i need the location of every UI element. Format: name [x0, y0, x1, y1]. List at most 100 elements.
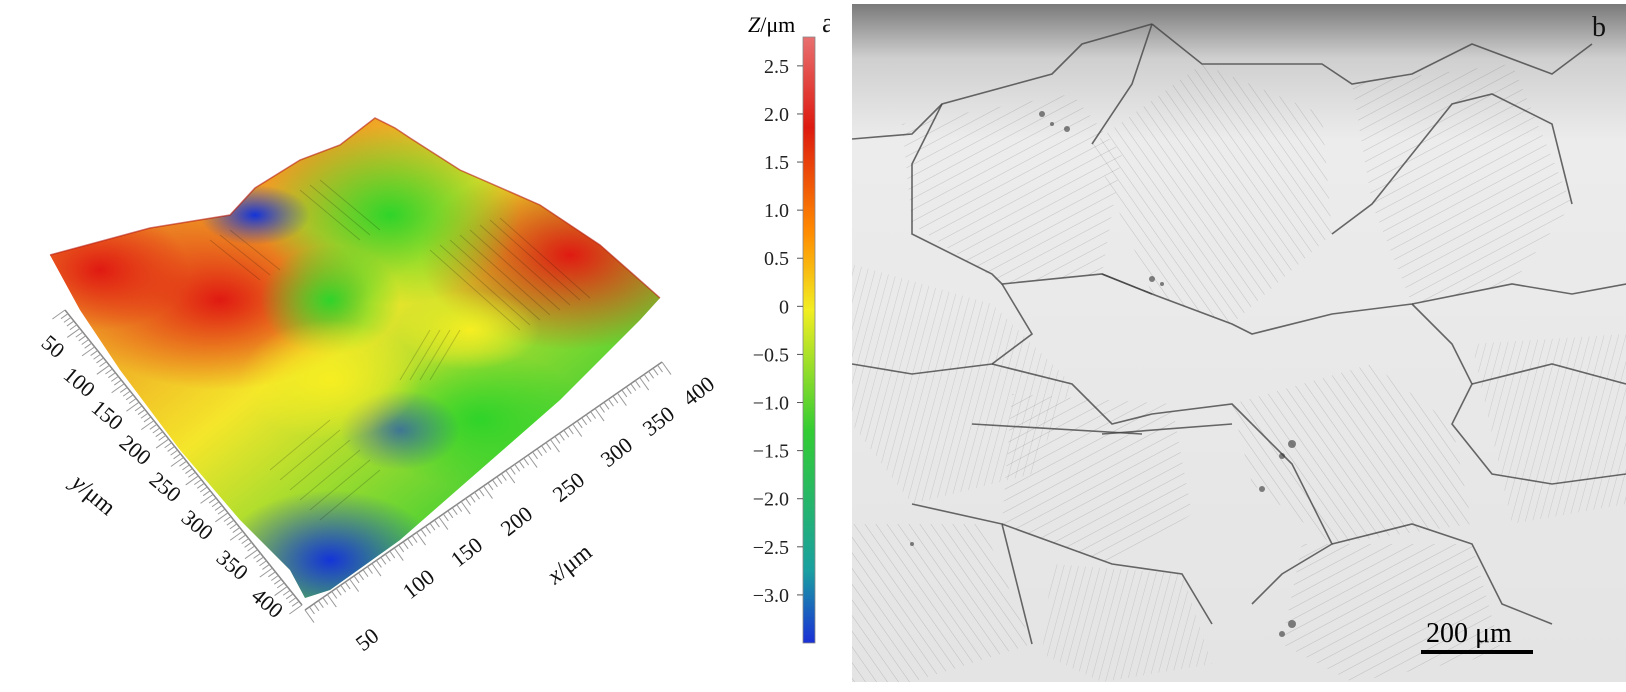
- axis-minor-tick: [630, 383, 637, 391]
- axis-minor-tick: [407, 538, 414, 546]
- axis-minor-tick: [111, 383, 125, 394]
- axis-minor-tick: [456, 504, 463, 512]
- axis-minor-tick: [259, 567, 273, 578]
- axis-minor-tick: [69, 324, 78, 331]
- axis-minor-tick: [289, 604, 303, 615]
- axis-minor-tick: [558, 433, 565, 441]
- axis-minor-tick: [273, 578, 282, 585]
- axis-minor-tick: [612, 395, 619, 404]
- axis-minor-tick: [594, 408, 605, 422]
- axis-minor-tick: [362, 569, 369, 577]
- axis-minor-tick: [576, 420, 583, 429]
- axis-minor-tick: [149, 423, 158, 430]
- panel-a-letter: a: [822, 8, 830, 39]
- axis-minor-tick: [170, 457, 184, 467]
- axis-minor-tick: [496, 476, 503, 484]
- axis-minor-tick: [196, 482, 205, 489]
- axis-minor-tick: [271, 575, 279, 581]
- axis-minor-tick: [585, 414, 592, 422]
- panel-b-letter: b: [1592, 12, 1606, 43]
- colorbar-title: Z/μm: [748, 12, 795, 37]
- axis-minor-tick: [140, 420, 155, 431]
- axis-minor-tick: [63, 316, 72, 323]
- colorbar-tick-label: −1.0: [753, 393, 789, 415]
- axis-minor-tick: [657, 364, 663, 373]
- axis-minor-tick: [438, 516, 449, 530]
- axis-minor-tick: [200, 493, 214, 504]
- axis-minor-tick: [81, 346, 95, 357]
- colorbar-tick-label: −2.5: [753, 537, 789, 559]
- axis-minor-tick: [268, 571, 276, 578]
- axis-minor-tick: [229, 530, 244, 541]
- axis-minor-tick: [402, 541, 409, 550]
- axis-minor-tick: [554, 436, 561, 444]
- colorbar-tick-label: 0.5: [764, 248, 789, 270]
- axis-minor-tick: [358, 572, 364, 581]
- x-axis-label: x/μm: [542, 539, 598, 590]
- axis-minor-tick: [155, 438, 169, 449]
- axis-minor-tick: [384, 553, 391, 562]
- axis-minor-tick: [152, 427, 161, 434]
- axis-minor-tick: [105, 368, 113, 375]
- axis-minor-tick: [434, 519, 440, 528]
- colorbar-tick-label: 1.5: [764, 152, 789, 174]
- axis-minor-tick: [608, 398, 614, 407]
- axis-minor-tick: [492, 479, 498, 488]
- axis-minor-tick: [134, 405, 143, 412]
- x-tick-label: 150: [446, 532, 487, 572]
- axis-minor-tick: [349, 578, 360, 592]
- axis-minor-tick: [276, 582, 285, 589]
- axis-minor-tick: [52, 309, 66, 320]
- axis-minor-tick: [111, 375, 119, 382]
- axis-minor-tick: [514, 464, 521, 472]
- axis-minor-tick: [648, 371, 655, 379]
- axis-minor-tick: [247, 545, 255, 552]
- axis-minor-tick: [170, 449, 178, 456]
- y-tick-label: 100: [59, 362, 100, 402]
- y-tick-label: 200: [115, 430, 156, 470]
- axis-minor-tick: [429, 522, 436, 531]
- axis-minor-tick: [389, 550, 396, 559]
- axis-minor-tick: [185, 475, 199, 486]
- axis-minor-tick: [60, 313, 69, 320]
- axis-minor-tick: [500, 473, 507, 481]
- colorbar-tick-label: 2.0: [764, 104, 789, 126]
- axis-minor-tick: [185, 468, 193, 474]
- axis-minor-tick: [309, 606, 315, 615]
- axis-minor-tick: [122, 390, 131, 397]
- axis-minor-tick: [84, 342, 92, 349]
- axis-minor-tick: [93, 353, 101, 360]
- axis-minor-tick: [125, 394, 134, 401]
- axis-minor-tick: [335, 588, 342, 596]
- axis-minor-tick: [411, 535, 418, 543]
- axis-minor-tick: [532, 451, 538, 460]
- axis-minor-tick: [126, 401, 140, 412]
- axis-minor-tick: [625, 386, 632, 395]
- colorbar-tick-label: 0: [779, 296, 789, 318]
- y-tick-label: 300: [177, 505, 218, 545]
- axis-minor-tick: [167, 446, 175, 452]
- axis-minor-tick: [291, 600, 300, 607]
- axis-minor-tick: [567, 426, 574, 435]
- axis-minor-tick: [274, 586, 288, 596]
- axis-minor-tick: [634, 380, 641, 388]
- axis-minor-tick: [78, 335, 87, 342]
- axis-minor-tick: [616, 392, 627, 406]
- axis-minor-tick: [226, 519, 235, 526]
- axis-minor-tick: [81, 339, 89, 345]
- axis-minor-tick: [425, 526, 431, 534]
- colorbar: Z/μm 2.5 2.0 1.5 1.0 0.5 0 −0.5 −1.0 −1.5 −2.0 −2.…: [748, 12, 816, 644]
- axis-minor-tick: [563, 429, 570, 438]
- axis-minor-tick: [581, 417, 588, 426]
- axis-minor-tick: [173, 453, 181, 460]
- axis-minor-tick: [505, 470, 516, 484]
- axis-minor-tick: [214, 505, 223, 511]
- axis-minor-tick: [288, 597, 297, 604]
- x-tick-label: 100: [398, 564, 439, 604]
- axis-minor-tick: [256, 556, 264, 563]
- axis-minor-tick: [285, 593, 294, 600]
- axis-minor-tick: [326, 594, 337, 608]
- axis-minor-tick: [282, 589, 291, 596]
- axis-minor-tick: [75, 331, 84, 338]
- axis-minor-tick: [199, 486, 208, 493]
